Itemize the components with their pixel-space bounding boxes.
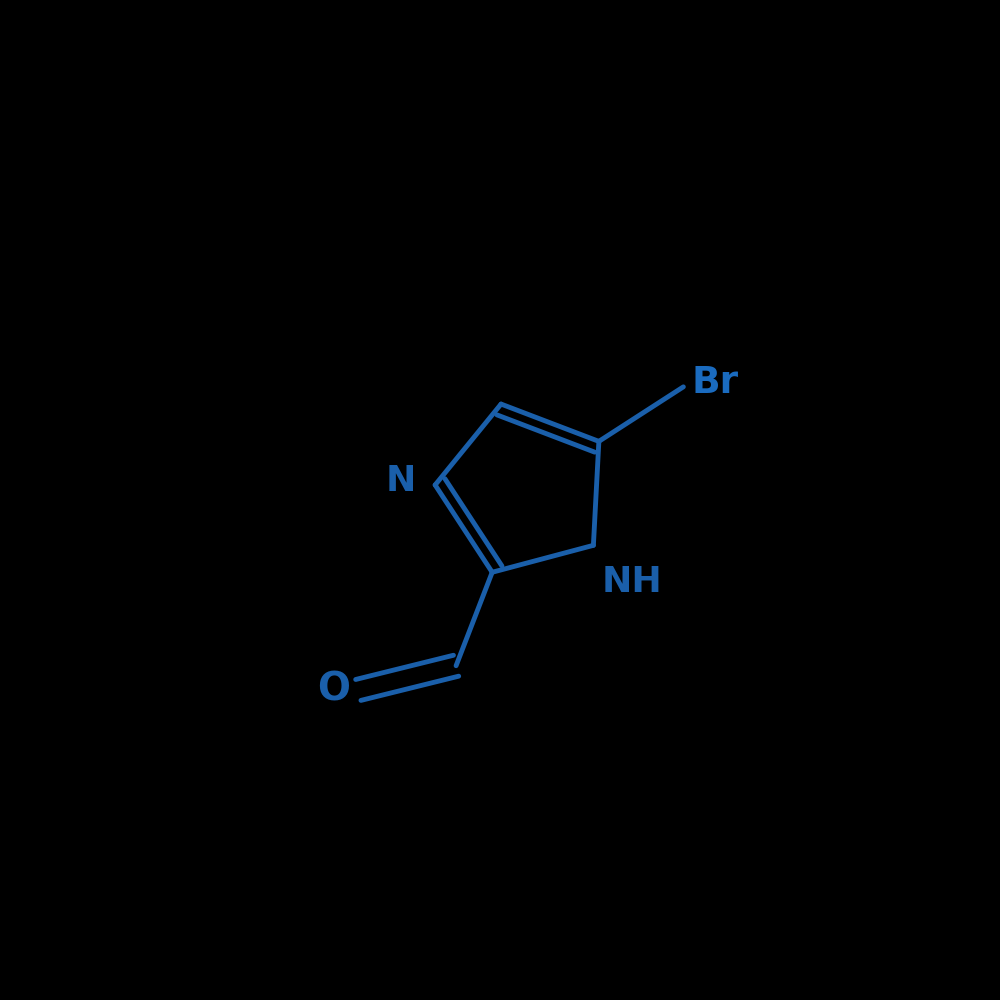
Text: Br: Br	[691, 365, 738, 401]
Text: NH: NH	[601, 565, 662, 599]
Text: O: O	[318, 671, 351, 709]
Text: N: N	[385, 464, 416, 498]
